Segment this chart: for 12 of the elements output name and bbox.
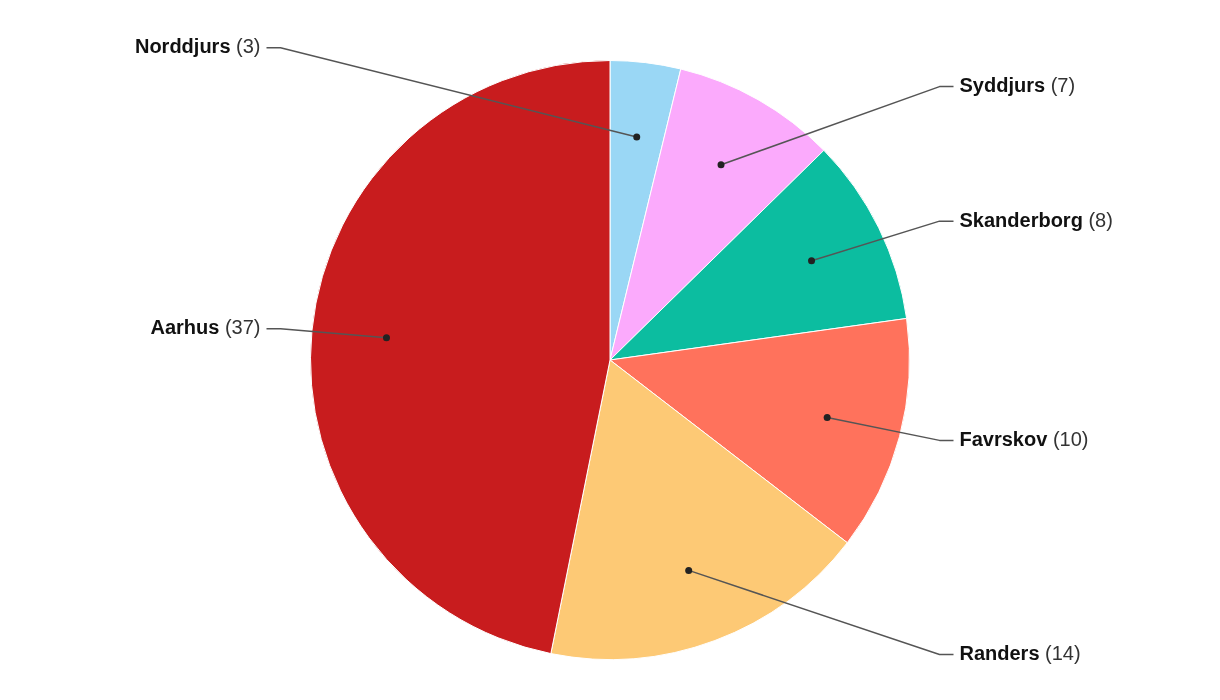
data-label: (3) (230, 35, 261, 58)
data-label: (37) (219, 316, 261, 339)
slice-label: Skanderborg (959, 208, 1083, 231)
slice-label: Aarhus (150, 316, 220, 339)
data-label: (14) (1039, 642, 1081, 665)
slice-label: Favrskov (959, 427, 1049, 450)
slice-label: Randers (959, 642, 1040, 665)
data-label: (10) (1047, 427, 1089, 450)
data-label: (8) (1082, 208, 1113, 231)
slice-label: Norddjurs (134, 35, 231, 58)
slice-label: Syddjurs (959, 74, 1046, 97)
data-label: (7) (1045, 74, 1076, 97)
